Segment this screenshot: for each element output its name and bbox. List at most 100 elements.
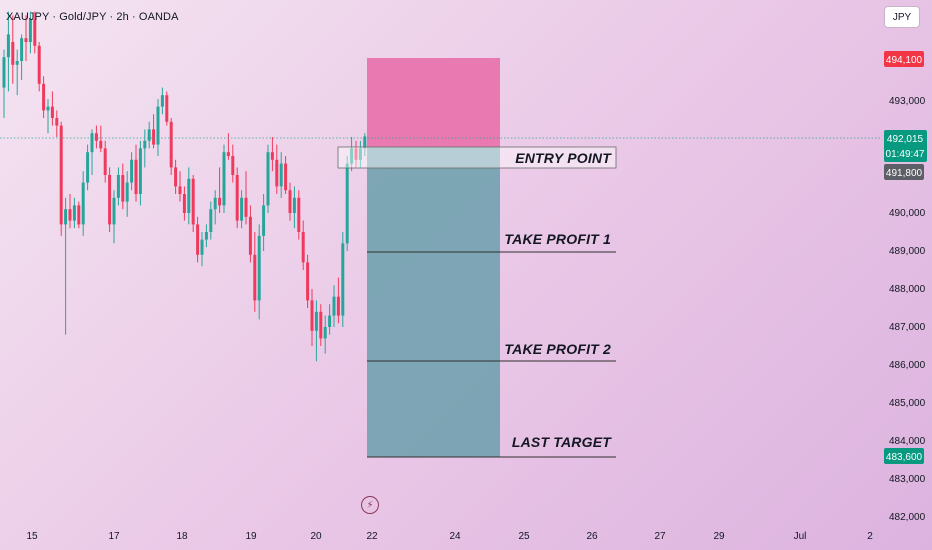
- take-profit-1-label: TAKE PROFIT 1: [504, 231, 611, 247]
- candle-body: [231, 156, 235, 175]
- price-tick: 487,000: [889, 322, 926, 333]
- time-tick: Jul: [794, 531, 807, 542]
- current-price-badge: [884, 130, 927, 162]
- candle-body: [178, 186, 182, 194]
- time-tick: 26: [586, 531, 598, 542]
- time-tick: 29: [713, 531, 725, 542]
- candle-body: [2, 57, 6, 88]
- candle-body: [99, 140, 103, 149]
- candle-body: [218, 197, 222, 206]
- time-tick: 27: [654, 531, 666, 542]
- time-tick: 2: [867, 531, 873, 542]
- candle-body: [345, 163, 349, 244]
- candle-body: [28, 19, 32, 42]
- candle-body: [266, 152, 270, 206]
- candle-body: [160, 95, 164, 107]
- currency-button[interactable]: JPY: [884, 6, 920, 28]
- candle-body: [20, 38, 24, 61]
- stop-price-badge-text: 494,100: [886, 55, 923, 66]
- stop-loss-zone[interactable]: [367, 58, 500, 147]
- time-tick: 19: [245, 531, 257, 542]
- candle-body: [152, 129, 156, 145]
- candle-body: [262, 205, 266, 236]
- stop-price-badge: [884, 51, 924, 67]
- candles-group: [2, 11, 367, 362]
- candle-body: [169, 121, 173, 168]
- time-tick: 25: [518, 531, 530, 542]
- candle-body: [213, 197, 217, 210]
- entry-box[interactable]: [337, 146, 617, 169]
- time-tick: 17: [108, 531, 120, 542]
- candle-body: [72, 205, 76, 221]
- candle-body: [121, 175, 125, 202]
- candle-body: [182, 194, 186, 213]
- candle-body: [204, 232, 208, 240]
- candle-body: [50, 106, 54, 118]
- candle-body: [130, 159, 134, 183]
- take-profit-zone[interactable]: [367, 147, 500, 457]
- candle-body: [306, 262, 310, 301]
- candle-body: [191, 178, 195, 225]
- candle-body: [147, 129, 151, 141]
- candle-body: [284, 163, 288, 191]
- candle-body: [77, 205, 81, 225]
- candle-body: [336, 296, 340, 316]
- candle-body: [226, 152, 230, 156]
- take-profit-2-label: TAKE PROFIT 2: [504, 341, 611, 357]
- candle-body: [68, 209, 72, 221]
- price-tick: 485,000: [889, 398, 926, 409]
- candle-body: [138, 148, 142, 194]
- current-price-text: 492,015: [887, 134, 924, 145]
- candle-body: [108, 175, 112, 225]
- candle-body: [200, 239, 204, 255]
- candle-body: [15, 61, 19, 65]
- candle-body: [288, 190, 292, 213]
- candle-body: [112, 197, 116, 225]
- candle-body: [363, 136, 367, 149]
- candle-body: [332, 296, 336, 316]
- candle-body: [297, 197, 301, 232]
- time-axis[interactable]: 15 17 18 19 20 22 24 25 26 27 29 Jul 2: [26, 531, 873, 542]
- countdown-text: 01:49:47: [886, 149, 925, 160]
- entry-price-badge: [884, 164, 924, 180]
- candle-body: [292, 197, 296, 213]
- candle-body: [319, 311, 323, 339]
- time-tick: 15: [26, 531, 38, 542]
- price-tick: 484,000: [889, 436, 926, 447]
- candle-body: [11, 42, 15, 65]
- candle-body: [301, 232, 305, 263]
- candle-body: [37, 45, 41, 84]
- flash-icon[interactable]: ⚡: [361, 496, 379, 514]
- target-price-badge: [884, 448, 924, 464]
- candle-body: [134, 159, 138, 194]
- candle-body: [143, 140, 147, 149]
- candle-body: [64, 209, 68, 225]
- candle-body: [94, 133, 98, 141]
- target-price-badge-text: 483,600: [886, 452, 923, 463]
- candle-body: [196, 224, 200, 255]
- candle-body: [24, 38, 28, 42]
- candle-body: [354, 148, 358, 160]
- time-tick: 20: [310, 531, 322, 542]
- candle-body: [86, 152, 90, 183]
- candle-body: [244, 197, 248, 217]
- candle-body: [174, 167, 178, 187]
- price-tick: 488,000: [889, 284, 926, 295]
- symbol-title[interactable]: XAUJPY · Gold/JPY · 2h · OANDA: [6, 11, 179, 23]
- candle-body: [55, 118, 59, 126]
- candle-body: [59, 125, 63, 225]
- candle-body: [253, 254, 257, 301]
- time-tick: 24: [449, 531, 461, 542]
- candle-body: [328, 315, 332, 327]
- candle-body: [46, 106, 50, 111]
- candle-body: [248, 216, 252, 255]
- price-axis[interactable]: 493,000 490,000 489,000 488,000 487,000 …: [884, 51, 927, 523]
- candle-body: [165, 95, 169, 122]
- price-tick: 490,000: [889, 208, 926, 219]
- time-tick: 18: [176, 531, 188, 542]
- candle-body: [314, 311, 318, 331]
- entry-point-label: ENTRY POINT: [515, 150, 612, 166]
- candle-body: [279, 163, 283, 187]
- candle-body: [222, 152, 226, 206]
